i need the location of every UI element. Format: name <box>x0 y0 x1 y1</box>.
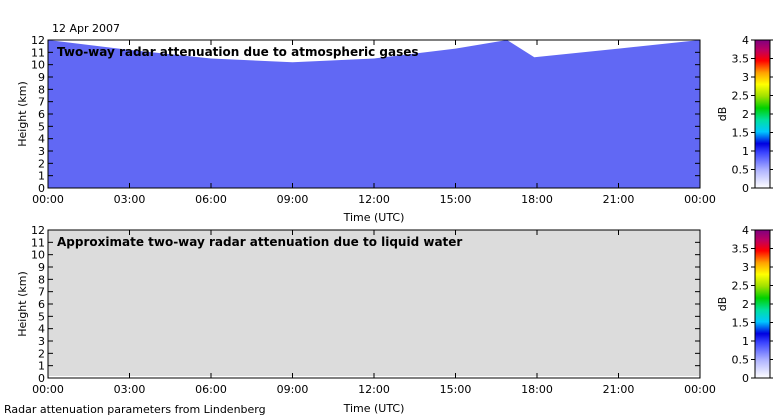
x-tick-label: 12:00 <box>358 193 390 206</box>
y-tick-label: 9 <box>38 71 45 84</box>
x-axis-gases: 00:00 03:00 06:00 09:00 12:00 15:00 18:00 21:00… <box>32 40 716 206</box>
panel-title-gases: Two-way radar attenuation due to atmosph… <box>57 45 419 59</box>
footer-note: Radar attenuation parameters from Linden… <box>4 403 266 416</box>
y-tick-label: 0 <box>38 182 45 195</box>
y-tick-label: 2 <box>38 347 45 360</box>
y-tick-label: 1 <box>38 360 45 373</box>
colorbar-tick-label: 2 <box>742 108 749 121</box>
x-tick-label: 06:00 <box>195 193 227 206</box>
y-tick-label: 9 <box>38 261 45 274</box>
colorbar-gases: 0 0.5 1 1.5 2 2.5 3 3.5 4 dB <box>716 34 773 195</box>
colorbar-tick-label: 2.5 <box>732 280 750 293</box>
y-tick-label: 1 <box>38 170 45 183</box>
colorbar-tick-label: 0 <box>742 372 749 385</box>
y-tick-label: 8 <box>38 273 45 286</box>
contour-layer-gases <box>48 40 700 188</box>
x-tick-label: 03:00 <box>114 383 146 396</box>
y-tick-label: 4 <box>38 323 45 336</box>
y-axis-title-gases: Height (km) <box>16 81 29 147</box>
y-tick-label: 10 <box>31 249 45 262</box>
colorbar-label-gases: dB <box>716 107 729 122</box>
panel-title-liquid-water: Approximate two-way radar attenuation du… <box>57 235 462 249</box>
colorbar-tick-label: 4 <box>742 224 749 237</box>
x-tick-label: 18:00 <box>521 383 553 396</box>
colorbar-ticks-liquid-water: 0 0.5 1 1.5 2 2.5 3 3.5 4 <box>732 224 773 385</box>
colorbar-tick-label: 1.5 <box>732 127 750 140</box>
colorbar-tick-label: 2.5 <box>732 90 750 103</box>
x-tick-label: 00:00 <box>32 383 64 396</box>
y-tick-label: 10 <box>31 59 45 72</box>
y-axis-title-liquid-water: Height (km) <box>16 271 29 337</box>
x-tick-label: 00:00 <box>684 383 716 396</box>
y-tick-label: 8 <box>38 83 45 96</box>
contour-band-9 <box>48 40 700 188</box>
colorbar-tick-label: 3.5 <box>732 243 750 256</box>
x-tick-label: 15:00 <box>440 383 472 396</box>
x-tick-label: 09:00 <box>277 193 309 206</box>
colorbar-ticks-gases: 0 0.5 1 1.5 2 2.5 3 3.5 4 <box>732 34 773 195</box>
y-tick-label: 12 <box>31 34 45 47</box>
x-tick-label: 18:00 <box>521 193 553 206</box>
x-tick-label: 21:00 <box>603 193 635 206</box>
y-tick-label: 5 <box>38 310 45 323</box>
x-tick-label: 12:00 <box>358 383 390 396</box>
x-tick-label: 09:00 <box>277 383 309 396</box>
y-tick-label: 6 <box>38 298 45 311</box>
x-axis-title-liquid-water: Time (UTC) <box>343 402 405 415</box>
colorbar-tick-label: 2 <box>742 298 749 311</box>
colorbar-tick-label: 3.5 <box>732 53 750 66</box>
y-tick-label: 3 <box>38 145 45 158</box>
colorbar-label-liquid-water: dB <box>716 297 729 312</box>
x-tick-label: 21:00 <box>603 383 635 396</box>
x-axis-title-gases: Time (UTC) <box>343 211 405 224</box>
x-tick-label: 03:00 <box>114 193 146 206</box>
colorbar-liquid-water: 0 0.5 1 1.5 2 2.5 3 3.5 4 dB <box>716 224 773 385</box>
y-tick-label: 7 <box>38 96 45 109</box>
y-tick-label: 12 <box>31 224 45 237</box>
x-tick-label: 06:00 <box>195 383 227 396</box>
y-tick-label: 7 <box>38 286 45 299</box>
x-tick-label: 00:00 <box>684 193 716 206</box>
colorbar-tick-label: 0.5 <box>732 354 750 367</box>
y-tick-label: 3 <box>38 335 45 348</box>
colorbar-tick-label: 0 <box>742 182 749 195</box>
colorbar-tick-label: 3 <box>742 71 749 84</box>
y-tick-label: 11 <box>31 236 45 249</box>
x-axis-liquid-water: 00:00 03:00 06:00 09:00 12:00 15:00 18:00 21:00… <box>32 230 716 396</box>
colorbar-tick-label: 0.5 <box>732 164 750 177</box>
y-tick-label: 4 <box>38 133 45 146</box>
plot-area-liquid-water <box>48 230 700 378</box>
colorbar-tick-label: 3 <box>742 261 749 274</box>
x-tick-label: 15:00 <box>440 193 472 206</box>
date-label: 12 Apr 2007 <box>52 22 120 35</box>
colorbar-tick-label: 1 <box>742 335 749 348</box>
colorbar-tick-label: 1.5 <box>732 317 750 330</box>
y-tick-label: 2 <box>38 157 45 170</box>
colorbar-tick-label: 1 <box>742 145 749 158</box>
y-tick-label: 11 <box>31 46 45 59</box>
y-tick-label: 5 <box>38 120 45 133</box>
colorbar-tick-label: 4 <box>742 34 749 47</box>
y-tick-label: 6 <box>38 108 45 121</box>
x-tick-label: 00:00 <box>32 193 64 206</box>
y-tick-label: 0 <box>38 372 45 385</box>
